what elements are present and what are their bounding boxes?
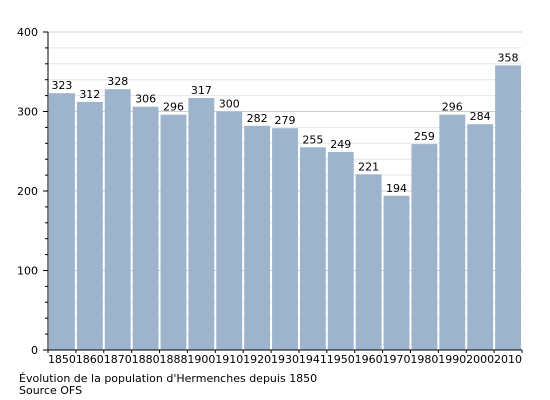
bar-1910: [216, 111, 243, 350]
bar-1850: [49, 93, 75, 350]
data-labels: 323 312 328 306 296 317 300 282 279 255 249 221 194 2…: [51, 51, 518, 194]
bar-1930: [272, 128, 298, 350]
data-label-1900: 317: [191, 84, 212, 97]
y-tick-label-0: 0: [31, 344, 38, 357]
axes: 1850 1860 1870 1880 1888 1900 1910 1920 1930 1941…: [17, 26, 523, 366]
y-tick-label-100: 100: [17, 265, 38, 278]
x-tick-label-1920: 1920: [243, 353, 271, 366]
y-tick-label-400: 400: [17, 26, 38, 39]
data-label-1960: 221: [358, 160, 379, 173]
data-label-1990: 296: [442, 101, 463, 114]
x-tick-label-1980: 1980: [410, 353, 438, 366]
x-tick-label-1910: 1910: [215, 353, 243, 366]
data-label-1920: 282: [247, 112, 268, 125]
bar-1950: [327, 152, 354, 350]
x-tick-label-1888: 1888: [159, 353, 187, 366]
data-label-1941: 255: [302, 133, 323, 146]
x-tick-label-1850: 1850: [48, 353, 76, 366]
x-tick-label-1990: 1990: [438, 353, 466, 366]
data-label-1850: 323: [51, 79, 72, 92]
bar-1870: [104, 89, 131, 351]
data-label-1950: 249: [330, 138, 351, 151]
x-tick-label-1950: 1950: [327, 353, 355, 366]
data-label-1860: 312: [79, 88, 100, 101]
x-tick-label-1941: 1941: [299, 353, 327, 366]
bar-1888: [160, 114, 187, 351]
data-label-1888: 296: [163, 101, 184, 114]
x-tick-label-1880: 1880: [132, 353, 160, 366]
bar-1900: [188, 97, 215, 350]
data-label-1970: 194: [386, 182, 407, 195]
y-tick-label-300: 300: [17, 106, 38, 119]
data-label-1980: 259: [414, 130, 435, 143]
data-label-1870: 328: [107, 75, 128, 88]
bar-2010: [495, 65, 521, 350]
y-tick-label-200: 200: [17, 185, 38, 198]
x-tick-label-1930: 1930: [271, 353, 299, 366]
bar-1941: [299, 147, 326, 350]
bar-1970: [383, 195, 410, 350]
chart-caption: Évolution de la population d'Hermenches …: [19, 372, 318, 385]
x-tick-label-1870: 1870: [104, 353, 132, 366]
x-tick-label-2000: 2000: [466, 353, 494, 366]
chart-source: Source OFS: [19, 384, 83, 397]
x-tick-label-1900: 1900: [187, 353, 215, 366]
x-tick-label-1960: 1960: [355, 353, 383, 366]
bars: [49, 65, 521, 351]
bar-1960: [355, 174, 382, 350]
x-tick-label-2010: 2010: [494, 353, 522, 366]
data-label-1880: 306: [135, 93, 156, 106]
data-label-1910: 300: [219, 98, 240, 111]
x-tick-label-1860: 1860: [76, 353, 104, 366]
data-label-2010: 358: [498, 51, 519, 64]
x-tick-label-1970: 1970: [383, 353, 411, 366]
bar-1990: [439, 114, 466, 351]
bar-2000: [467, 124, 494, 350]
bar-1880: [132, 106, 159, 350]
data-label-1930: 279: [275, 114, 296, 127]
bar-1860: [76, 101, 103, 351]
bar-1920: [244, 125, 271, 350]
data-label-2000: 284: [470, 110, 491, 123]
bar-1980: [411, 144, 438, 350]
